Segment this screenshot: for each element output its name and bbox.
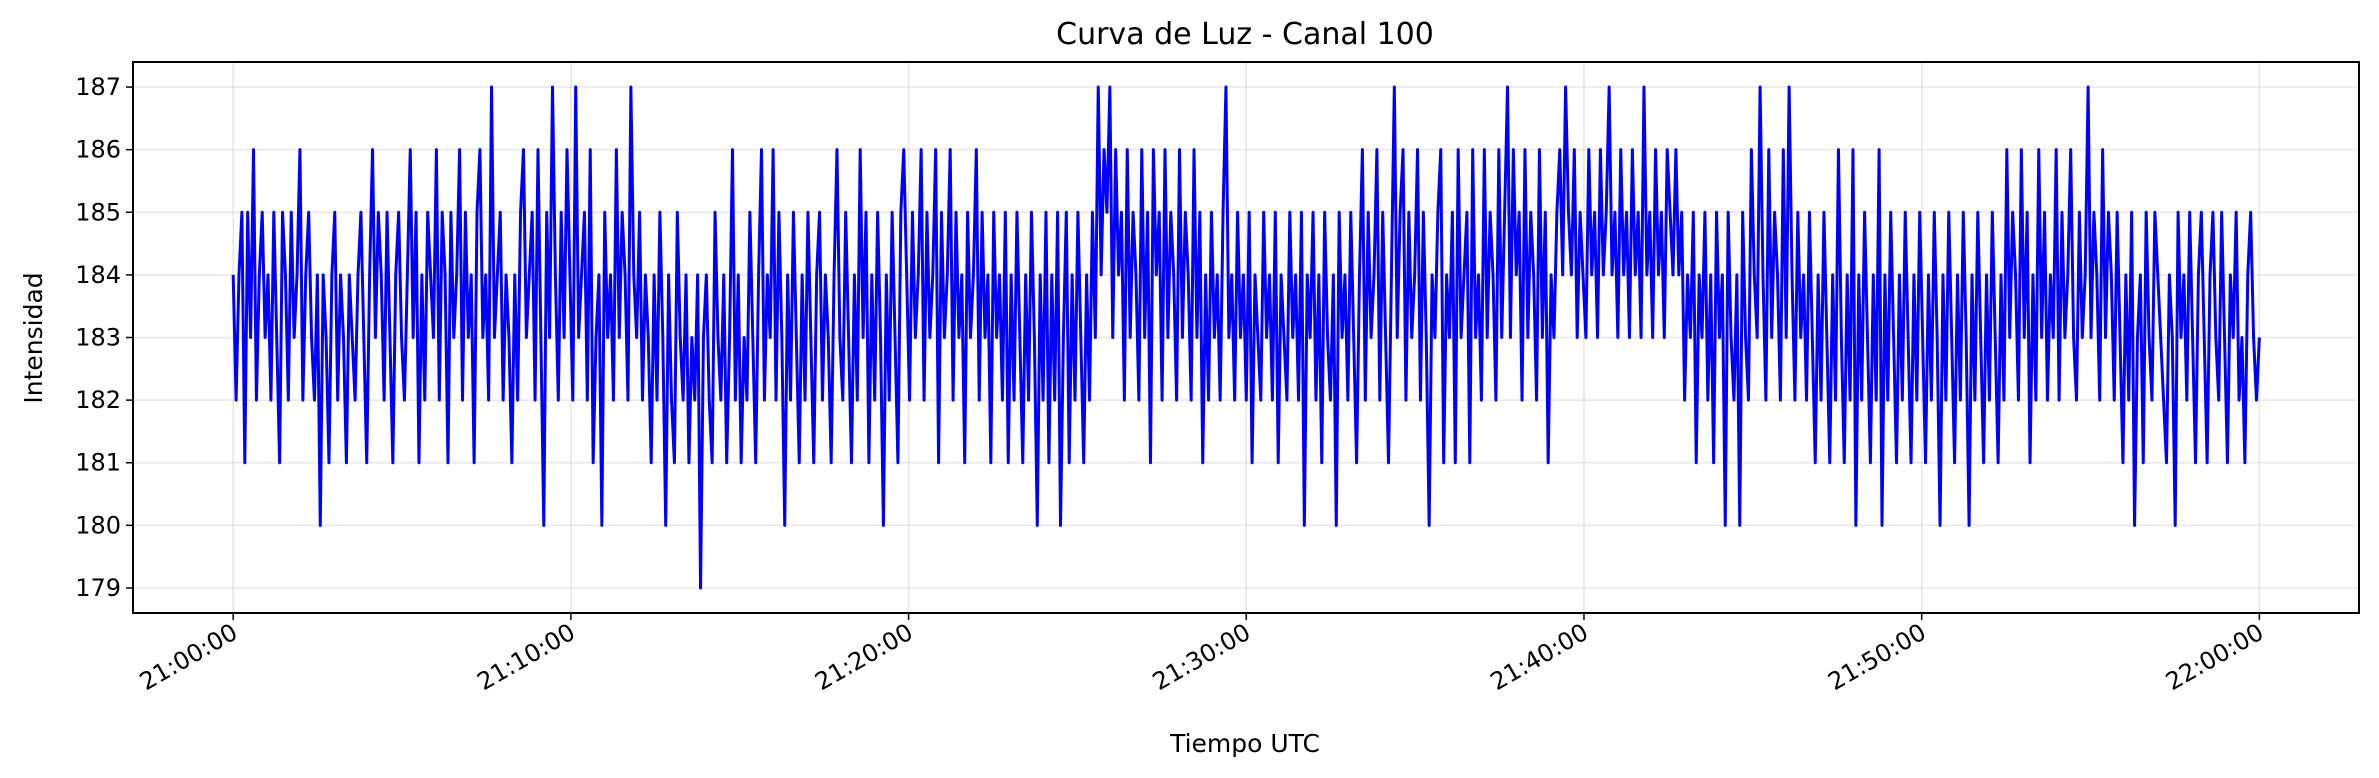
y-tick-label: 180 (75, 511, 121, 539)
y-tick-label: 182 (75, 386, 121, 414)
y-tick-label: 183 (75, 324, 121, 352)
x-tick-label: 22:00:00 (2161, 618, 2268, 696)
x-axis: 21:00:00 21:10:00 21:20:00 21:30:00 21:40:00… (135, 613, 2268, 696)
x-tick-label: 21:10:00 (473, 618, 580, 696)
y-tick-label: 187 (75, 73, 121, 101)
y-tick-label: 185 (75, 198, 121, 226)
y-tick-label: 186 (75, 136, 121, 164)
chart-title: Curva de Luz - Canal 100 (1056, 17, 1434, 52)
x-tick-label: 21:30:00 (1148, 618, 1255, 696)
x-tick-label: 21:00:00 (135, 618, 242, 696)
series-line (231, 85, 2261, 590)
y-tick-label: 184 (75, 261, 121, 289)
x-tick-label: 21:20:00 (810, 618, 917, 696)
x-tick-label: 21:50:00 (1823, 618, 1930, 696)
x-tick-label: 21:40:00 (1486, 618, 1593, 696)
y-axis: 179 180 181 182 183 184 185 186 187 (75, 73, 133, 602)
y-tick-label: 181 (75, 449, 121, 477)
y-tick-label: 179 (75, 574, 121, 602)
y-axis-label: Intensidad (19, 272, 48, 403)
x-axis-label: Tiempo UTC (1169, 729, 1320, 758)
